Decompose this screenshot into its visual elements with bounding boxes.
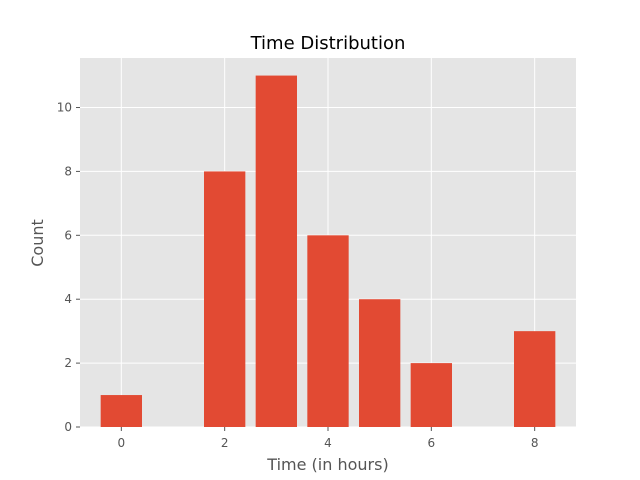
bar-x-4 (307, 235, 349, 427)
x-tick-label: 0 (118, 436, 126, 450)
bar-x-5 (359, 299, 401, 427)
bar-x-2 (204, 171, 246, 427)
y-tick-label: 10 (57, 101, 72, 115)
y-tick-label: 0 (64, 420, 72, 434)
y-axis-ticks: 0 2 4 6 8 10 (57, 101, 80, 434)
x-axis-ticks: 0 2 4 6 8 (118, 427, 539, 450)
bar-x-3 (255, 75, 297, 428)
y-tick-label: 8 (64, 164, 72, 178)
y-tick-label: 6 (64, 228, 72, 242)
x-tick-label: 6 (428, 436, 436, 450)
y-tick-label: 2 (64, 356, 72, 370)
x-tick-label: 4 (324, 436, 332, 450)
bar-x-0 (100, 395, 142, 427)
x-tick-label: 8 (531, 436, 539, 450)
x-axis-label: Time (in hours) (266, 455, 388, 474)
bar-x-8 (514, 331, 556, 427)
x-tick-label: 2 (221, 436, 229, 450)
y-axis-label: Count (28, 219, 47, 267)
bars-group (100, 75, 556, 428)
chart-title: Time Distribution (250, 33, 406, 54)
y-tick-label: 4 (64, 292, 72, 306)
bar-x-6 (410, 363, 452, 427)
